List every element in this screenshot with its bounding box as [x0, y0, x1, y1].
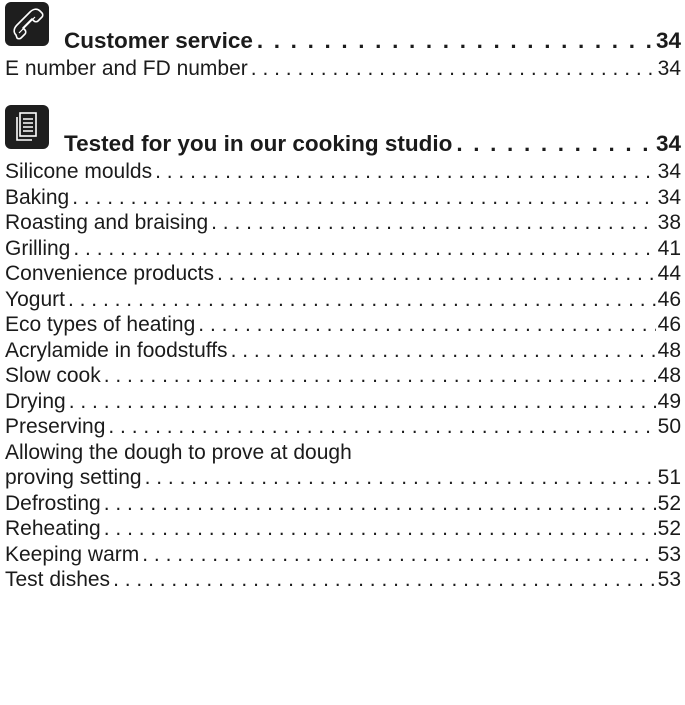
toc-entry[interactable]: Keeping warm 53: [0, 542, 685, 568]
toc-entry-page: 44: [657, 262, 681, 285]
toc-entry[interactable]: Acrylamide in foodstuffs 48: [0, 338, 685, 364]
toc-entry-page: 46: [657, 287, 681, 311]
toc-entry-label: E number and FD number: [5, 57, 248, 80]
toc-entry[interactable]: E number and FD number 34: [0, 56, 685, 82]
dot-leader: [198, 312, 655, 338]
toc-entry-label: Eco types of heating: [5, 313, 196, 336]
toc-entry-page: 34: [657, 57, 681, 80]
toc-entry-label: Drying: [5, 389, 66, 413]
toc-entry-label: Keeping warm: [5, 542, 140, 566]
toc-entry-label: Defrosting: [5, 491, 101, 515]
section-heading-row: Tested for you in our cooking studio 34: [0, 130, 685, 157]
toc-entry-page: 52: [657, 491, 681, 515]
phone-icon: [5, 2, 49, 46]
toc-entry-label: Roasting and braising: [5, 211, 209, 234]
toc-entry-label-line2-row: proving setting 51: [0, 465, 685, 491]
toc-entry-label-line1: Allowing the dough to prove at dough: [5, 440, 352, 464]
toc-entry-label: Acrylamide in foodstuffs: [5, 338, 228, 362]
dot-leader: [108, 414, 655, 440]
toc-entry-page: 50: [657, 415, 681, 438]
toc-entry-label-line2: proving setting: [5, 466, 142, 489]
toc-entry[interactable]: Convenience products 44: [0, 261, 685, 287]
dot-leader: [456, 130, 654, 157]
toc-entry-label: Preserving: [5, 415, 106, 438]
toc-entry[interactable]: Roasting and braising 38: [0, 210, 685, 236]
dot-leader: [104, 491, 656, 517]
dot-leader: [73, 236, 655, 262]
toc-entry-page: 38: [657, 211, 681, 234]
toc-entry-page: 53: [657, 542, 681, 566]
toc-entry[interactable]: Silicone moulds 34: [0, 159, 685, 185]
dot-leader: [142, 542, 655, 568]
toc-entry-page: 34: [657, 160, 681, 183]
toc-section-customer-service: Customer service 34 E number and FD numb…: [0, 2, 685, 82]
toc-entry-label: Baking: [5, 185, 70, 209]
dot-leader: [104, 363, 656, 389]
toc-entry-label: Yogurt: [5, 287, 65, 311]
dot-leader: [104, 516, 656, 542]
toc-section-cooking-studio: Tested for you in our cooking studio 34 …: [0, 105, 685, 593]
section-heading-page: 34: [655, 28, 681, 53]
dot-leader: [155, 159, 656, 185]
toc-entry[interactable]: Preserving 50: [0, 414, 685, 440]
toc-entry-page: 48: [657, 364, 681, 387]
toc-entry[interactable]: Yogurt 46: [0, 287, 685, 313]
section-heading-label: Customer service: [64, 28, 253, 53]
dot-leader: [145, 465, 656, 491]
toc-entry[interactable]: Drying 49: [0, 389, 685, 415]
toc-entry-page: 48: [657, 338, 681, 362]
toc-entry-label: Convenience products: [5, 262, 214, 285]
toc-entry-label: Silicone moulds: [5, 160, 153, 183]
dot-leader: [231, 338, 656, 364]
toc-entry-page: 53: [657, 568, 681, 591]
toc-entry[interactable]: Slow cook 48: [0, 363, 685, 389]
toc-entry-multiline[interactable]: Allowing the dough to prove at dough pro…: [0, 440, 685, 491]
dot-leader: [251, 56, 656, 82]
toc-entry-label: Slow cook: [5, 364, 101, 387]
toc-entry-page: 51: [657, 466, 681, 489]
section-heading[interactable]: Tested for you in our cooking studio 34: [0, 105, 685, 157]
toc-entry[interactable]: Defrosting 52: [0, 491, 685, 517]
toc-entry-page: 34: [657, 185, 681, 209]
section-heading-label: Tested for you in our cooking studio: [64, 131, 453, 156]
dot-leader: [72, 185, 655, 211]
document-icon: [5, 105, 49, 149]
dot-leader: [257, 27, 654, 54]
toc-entry[interactable]: Baking 34: [0, 185, 685, 211]
toc-entry-page: 49: [657, 389, 681, 413]
toc-entry-page: 46: [657, 313, 681, 336]
toc-entry-label: Reheating: [5, 517, 101, 540]
dot-leader: [69, 389, 656, 415]
toc-entry-label: Test dishes: [5, 568, 111, 591]
section-heading-page: 34: [655, 131, 681, 156]
toc-entry[interactable]: Eco types of heating 46: [0, 312, 685, 338]
toc-entry-list: Silicone moulds 34 Baking 34 Roasting and …: [0, 159, 685, 593]
section-heading[interactable]: Customer service 34: [0, 2, 685, 54]
section-heading-row: Customer service 34: [0, 27, 685, 54]
toc-entry-page: 41: [657, 236, 681, 260]
toc-entry-label-line1-row: Allowing the dough to prove at dough: [0, 440, 685, 466]
toc-entry[interactable]: Reheating 52: [0, 516, 685, 542]
dot-leader: [211, 210, 656, 236]
toc-entry-label: Grilling: [5, 236, 71, 260]
toc-entry-page: 52: [657, 517, 681, 540]
dot-leader: [68, 287, 656, 313]
dot-leader: [217, 261, 656, 287]
toc-entry[interactable]: Test dishes 53: [0, 567, 685, 593]
dot-leader: [113, 567, 656, 593]
toc-entry[interactable]: Grilling 41: [0, 236, 685, 262]
